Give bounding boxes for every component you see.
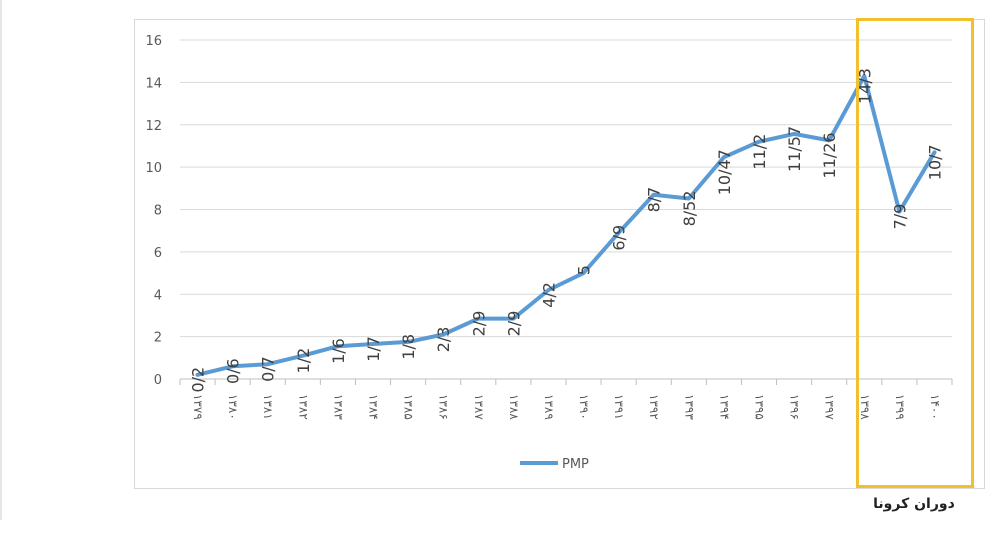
x-tick-label: ۱۳۹۸ [858, 394, 872, 420]
x-tick-label: ۱۳۹۹ [893, 394, 907, 420]
data-labels: 0/2 0/6 0/7 1/2 1/6 1/7 1/8 2/3 2/9 2/9 4/2 5 6/9 8/7… [189, 68, 945, 392]
data-label: 7/9 [890, 204, 909, 230]
data-label: 10/7 [925, 144, 944, 180]
data-label: 11/57 [785, 126, 804, 172]
y-tick-label: 10 [145, 161, 162, 176]
x-tick-label: ۱۳۸۹ [542, 394, 556, 420]
x-tick-label: ۱۳۸۳ [331, 394, 345, 420]
y-axis-ticks: 0 2 4 6 8 10 12 14 16 [145, 34, 162, 388]
data-label: 14/3 [855, 68, 874, 104]
y-tick-label: 4 [154, 288, 162, 303]
data-label: 8/7 [645, 187, 664, 213]
y-tick-label: 12 [145, 119, 162, 134]
x-tick-label: ۱۳۸۸ [507, 394, 521, 420]
x-tick-label: ۱۳۸۴ [367, 394, 381, 420]
corona-period-label: دوران کرونا [873, 496, 955, 512]
data-label: 1/8 [399, 334, 418, 360]
data-label: 2/9 [469, 311, 488, 337]
x-tick-label: ۱۳۸۵ [402, 394, 416, 420]
data-label: 2/9 [504, 311, 523, 337]
series-line-pmp [195, 74, 937, 377]
left-edge-line [0, 0, 2, 520]
corona-period-highlight [856, 18, 974, 488]
x-tick-label: ۱۳۹۷ [823, 394, 837, 420]
data-label: 0/2 [189, 367, 208, 393]
x-tick-label: ۱۳۸۲ [296, 394, 310, 420]
x-tick-label: ۱۳۹۶ [788, 394, 802, 420]
x-tick-label: ۱۳۹۳ [682, 394, 696, 420]
y-tick-label: 6 [154, 246, 162, 261]
gridlines [180, 39, 952, 338]
x-tick-label: ۱۳۹۰ [577, 394, 591, 420]
y-tick-label: 14 [145, 76, 162, 91]
y-tick-label: 8 [154, 204, 162, 219]
data-label: 1/2 [294, 348, 313, 374]
data-label: 0/6 [224, 358, 243, 384]
x-tick-label: ۱۳۸۶ [437, 394, 451, 420]
data-label: 10/47 [715, 149, 734, 195]
data-label: 0/7 [259, 356, 278, 382]
data-label: 11/26 [820, 132, 839, 178]
y-tick-label: 16 [145, 34, 162, 49]
x-tick-label: ۱۴۰۰ [928, 394, 942, 420]
x-tick-label: ۱۳۸۱ [261, 394, 275, 420]
x-tick-label: ۱۳۷۹ [191, 394, 205, 420]
x-tick-label: ۱۳۹۲ [647, 394, 661, 420]
x-tick-label: ۱۳۹۱ [612, 394, 626, 420]
y-tick-label: 2 [154, 331, 162, 346]
chart-frame [134, 19, 985, 489]
x-tick-label: ۱۳۹۵ [753, 394, 767, 420]
x-tick-label: ۱۳۹۴ [717, 394, 731, 420]
legend-label: PMP [562, 457, 589, 472]
x-axis-tick-labels: ۱۳۷۹ ۱۳۸۰ ۱۳۸۱ ۱۳۸۲ ۱۳۸۳ ۱۳۸۴ ۱۳۸۵ ۱۳۸۶ ۱۳۸۷ ۱۳۸۸… [191, 394, 942, 420]
x-tick-label: ۱۳۸۰ [226, 394, 240, 420]
legend: PMP [520, 457, 589, 472]
data-label: 4/2 [539, 282, 558, 308]
data-label: 8/52 [680, 190, 699, 226]
y-tick-label: 0 [154, 373, 162, 388]
data-label: 2/3 [434, 327, 453, 353]
data-label: 11/2 [750, 134, 769, 170]
x-tick-label: ۱۳۸۷ [472, 394, 486, 420]
data-label: 5 [575, 265, 594, 275]
x-axis [179, 378, 953, 385]
data-label: 1/6 [329, 338, 348, 364]
data-label: 6/9 [610, 225, 629, 251]
data-label: 1/7 [364, 336, 383, 362]
